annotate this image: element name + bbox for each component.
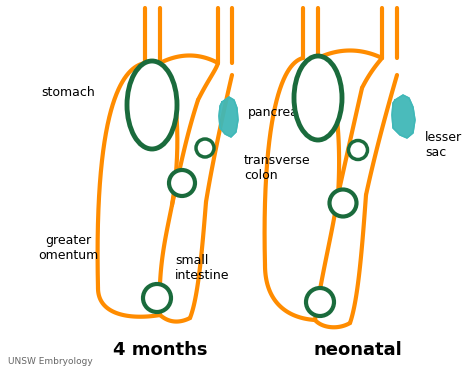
Text: 4 months: 4 months (113, 341, 207, 359)
Ellipse shape (143, 284, 171, 312)
Text: neonatal: neonatal (314, 341, 402, 359)
Text: stomach: stomach (41, 86, 95, 99)
Text: lesser
sac: lesser sac (425, 131, 462, 159)
Polygon shape (392, 95, 415, 138)
Text: greater
omentum: greater omentum (38, 234, 98, 262)
Text: UNSW Embryology: UNSW Embryology (8, 358, 93, 366)
Text: pancreas: pancreas (248, 106, 305, 118)
Ellipse shape (127, 61, 177, 149)
Ellipse shape (196, 139, 214, 157)
Ellipse shape (169, 170, 195, 196)
Ellipse shape (306, 288, 334, 316)
Ellipse shape (294, 56, 342, 140)
Text: transverse
colon: transverse colon (244, 154, 310, 182)
Text: small
intestine: small intestine (175, 254, 229, 282)
Ellipse shape (348, 141, 367, 159)
Ellipse shape (329, 190, 356, 217)
Polygon shape (219, 97, 238, 137)
